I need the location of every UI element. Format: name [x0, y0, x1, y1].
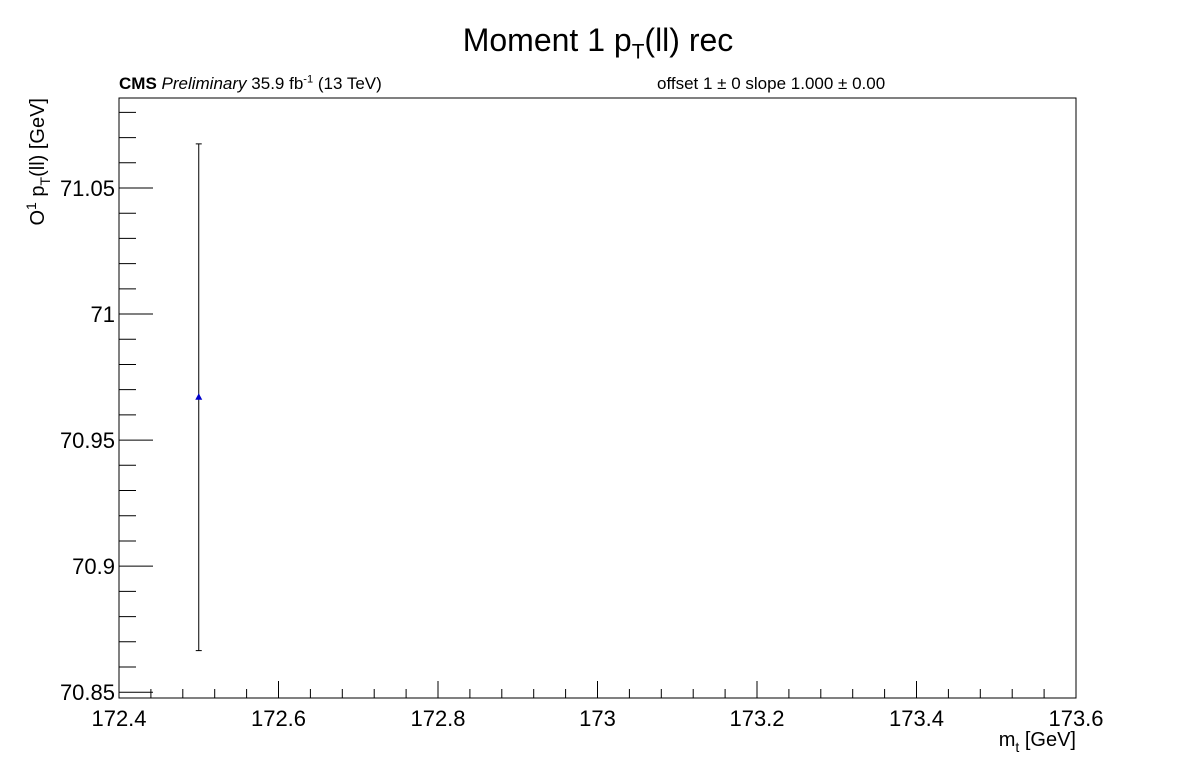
y-tick-label: 70.85	[60, 680, 115, 705]
fit-parameters-label: offset 1 ± 0 slope 1.000 ± 0.00	[657, 74, 886, 93]
x-tick-label: 172.6	[251, 706, 306, 731]
x-tick-label: 173.2	[729, 706, 784, 731]
x-tick-label: 173.6	[1048, 706, 1103, 731]
preliminary-label: Preliminary	[161, 74, 247, 93]
y-tick-label: 70.95	[60, 428, 115, 453]
y-tick-label: 71.05	[60, 176, 115, 201]
y-tick-label: 71	[91, 302, 115, 327]
luminosity-label: 35.9 fb	[251, 74, 304, 93]
cms-preliminary-label: CMS Preliminary 35.9 fb-1 (13 TeV)	[119, 73, 382, 93]
plot-frame	[118, 97, 1077, 699]
x-tick-label: 173.4	[889, 706, 944, 731]
x-tick-label: 172.8	[410, 706, 465, 731]
y-axis-title: O1 pT(ll) [GeV]	[23, 98, 53, 226]
x-tick-label: 173	[579, 706, 616, 731]
cms-label: CMS	[119, 74, 157, 93]
x-axis-title: mt [GeV]	[999, 729, 1076, 755]
x-tick-label: 172.4	[91, 706, 146, 731]
chart-title: Moment 1 pT(ll) rec	[462, 22, 734, 64]
energy-label: (13 TeV)	[317, 74, 382, 93]
data-point	[195, 393, 203, 400]
y-tick-label: 70.9	[72, 554, 115, 579]
